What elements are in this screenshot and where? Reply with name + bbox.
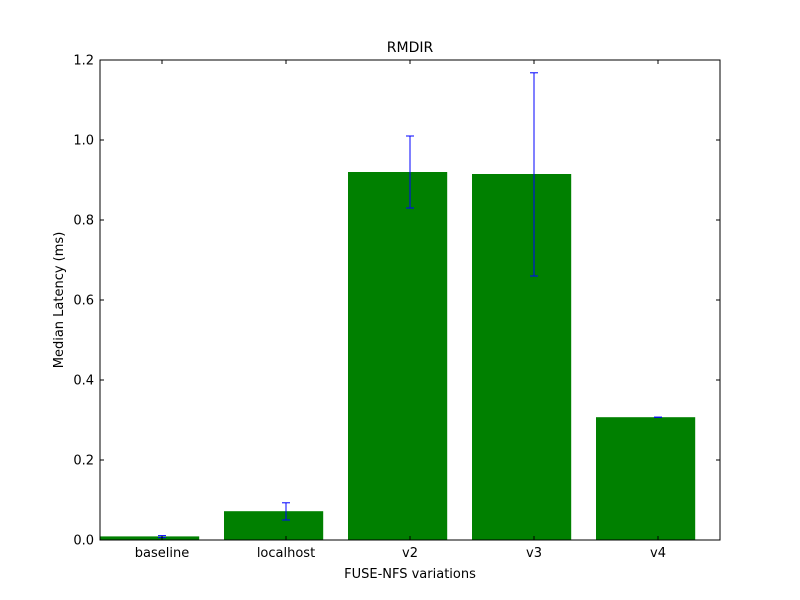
y-axis-label: Median Latency (ms) [52,232,67,369]
bar-baseline [100,536,200,540]
y-tick-label: 0.4 [73,374,94,389]
y-tick-label: 0.6 [73,294,94,309]
y-tick-label: 1.0 [73,134,94,149]
x-tick-label: v2 [402,546,418,561]
x-axis-label: FUSE-NFS variations [344,567,476,582]
y-tick-label: 0.8 [73,214,94,229]
x-tick-label: v3 [526,546,542,561]
y-tick-label: 1.2 [73,54,94,69]
bar-v4 [596,417,696,540]
bar-v3 [472,174,572,540]
x-tick-label: v4 [650,546,666,561]
x-axis-ticks: baseline localhost v2 v3 v4 [135,60,666,561]
chart-title: RMDIR [387,40,434,56]
error-bars-group [158,72,662,539]
y-tick-label: 0.0 [73,534,94,549]
bar-v2 [348,172,448,540]
y-tick-label: 0.2 [73,454,94,469]
bar-localhost [224,511,324,540]
y-axis-ticks: 0.0 0.2 0.4 0.6 0.8 1.0 1.2 [73,54,720,549]
bars-group [100,172,696,540]
x-tick-label: baseline [135,546,189,561]
x-tick-label: localhost [257,546,315,561]
